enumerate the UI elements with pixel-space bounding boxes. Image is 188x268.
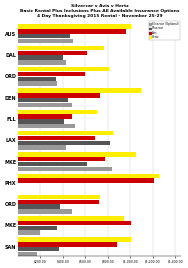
Bar <box>18 119 64 124</box>
Bar <box>18 98 68 102</box>
Bar <box>18 29 126 34</box>
Bar <box>18 114 72 119</box>
Bar <box>18 162 87 166</box>
Bar <box>18 152 136 157</box>
Bar <box>18 209 72 214</box>
Bar <box>18 131 113 135</box>
Bar <box>18 72 85 76</box>
Bar <box>18 51 87 55</box>
Legend: Silvercar (Optional), Silvercar, Avis, Hertz: Silvercar (Optional), Silvercar, Avis, H… <box>149 21 180 40</box>
Bar <box>18 145 66 150</box>
Bar <box>18 88 141 93</box>
Bar <box>18 204 60 209</box>
Bar <box>18 200 99 204</box>
Bar <box>18 93 100 98</box>
Bar <box>18 39 73 43</box>
Bar <box>18 221 131 225</box>
Bar <box>18 230 40 235</box>
Bar <box>18 242 117 247</box>
Bar <box>18 103 72 107</box>
Bar <box>18 167 112 171</box>
Bar <box>18 247 59 251</box>
Bar <box>18 226 57 230</box>
Bar <box>18 157 105 161</box>
Bar <box>18 110 97 114</box>
Bar <box>18 140 110 145</box>
Bar <box>18 178 154 183</box>
Bar <box>18 67 109 72</box>
Bar <box>18 55 63 60</box>
Bar <box>18 77 56 81</box>
Bar <box>18 60 66 65</box>
Bar <box>18 34 70 38</box>
Bar <box>18 136 95 140</box>
Title: Silvercar v Avis v Hertz
Basic Rental Plus Inclusions Plus All Available Insuran: Silvercar v Avis v Hertz Basic Rental Pl… <box>20 4 179 18</box>
Bar <box>18 195 100 199</box>
Bar <box>18 81 57 86</box>
Bar <box>18 46 105 50</box>
Bar <box>18 252 37 256</box>
Bar <box>18 24 131 29</box>
Bar <box>18 216 124 221</box>
Bar <box>18 237 131 242</box>
Bar <box>18 173 158 178</box>
Bar <box>18 124 75 128</box>
